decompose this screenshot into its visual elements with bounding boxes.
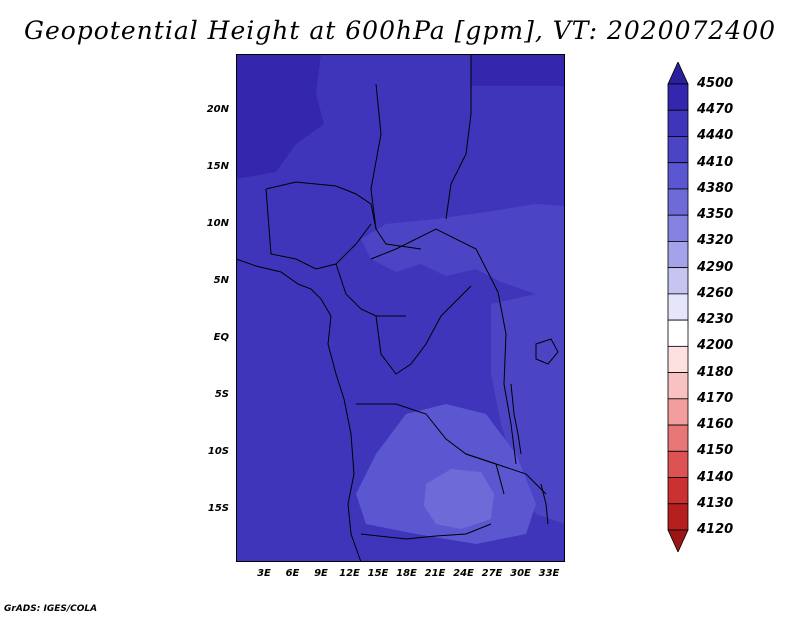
- border-congo: [375, 285, 472, 375]
- longitude-label: 12E: [339, 568, 360, 579]
- field-high-northeast: [471, 54, 565, 86]
- map-title: Geopotential Height at 600hPa [gpm], VT:…: [23, 16, 777, 45]
- colorbar-segment: [667, 109, 689, 137]
- colorbar-segment: [667, 267, 689, 295]
- longitude-label: 27E: [481, 568, 503, 579]
- longitude-label: 6E: [285, 568, 300, 579]
- colorbar-segment: [667, 241, 689, 269]
- longitude-label: 15E: [367, 568, 389, 579]
- colorbar-label: 4470: [697, 102, 734, 118]
- coastline-west-africa: [236, 258, 362, 562]
- colorbar-label: 4380: [697, 180, 734, 196]
- colorbar-label: 4160: [697, 417, 734, 433]
- colorbar-segment: [667, 424, 689, 452]
- field-south-core: [424, 469, 494, 529]
- latitude-label: 15S: [207, 503, 229, 514]
- longitude-label: 24E: [453, 568, 474, 579]
- colorbar-segment: [667, 188, 689, 216]
- lake-tanganyika: [510, 383, 522, 455]
- latitude-label: 5S: [214, 389, 229, 400]
- colorbar-label: 4290: [697, 259, 734, 275]
- colorbar-label: 4260: [697, 285, 734, 301]
- colorbar: [667, 62, 689, 552]
- colorbar-segment: [667, 477, 689, 505]
- colorbar-segment: [667, 345, 689, 373]
- colorbar-segment: [667, 162, 689, 190]
- lake-malawi: [540, 483, 549, 525]
- colorbar-segment: [667, 372, 689, 400]
- colorbar-segment: [667, 214, 689, 242]
- border-namibia: [360, 523, 492, 540]
- latitude-label: 10N: [206, 218, 229, 229]
- border-drc-east: [497, 291, 517, 465]
- field-high-northwest: [236, 54, 324, 179]
- colorbar-label: 4320: [697, 233, 734, 249]
- colorbar-label: 4140: [697, 469, 734, 485]
- latitude-label: 20N: [206, 104, 229, 115]
- colorbar-label: 4170: [697, 390, 734, 406]
- credit-text: GrADS: IGES/COLA: [4, 604, 98, 614]
- border-nigeria: [265, 188, 372, 270]
- colorbar-label: 4500: [697, 76, 734, 91]
- colorbar-label: 4350: [697, 207, 734, 223]
- colorbar-label: 4410: [697, 154, 734, 170]
- longitude-label: 9E: [314, 568, 328, 579]
- colorbar-label: 4120: [697, 522, 734, 537]
- border-cameroon: [335, 263, 406, 317]
- colorbar-segment: [667, 319, 689, 347]
- longitude-label: 3E: [257, 568, 271, 579]
- border-sudan: [445, 54, 472, 220]
- colorbar-top-arrow: [667, 62, 689, 85]
- border-chad: [370, 83, 422, 250]
- border-zambia: [465, 453, 547, 495]
- colorbar-segment: [667, 450, 689, 478]
- longitude-label: 33E: [538, 568, 560, 579]
- map-border: [236, 54, 565, 562]
- border-niger: [265, 181, 377, 230]
- longitude-label: 21E: [424, 568, 446, 579]
- map-plot: [236, 54, 565, 562]
- colorbar-segment: [667, 293, 689, 321]
- border-car: [370, 228, 499, 293]
- colorbar-label: 4150: [697, 443, 734, 459]
- colorbar-segment: [667, 136, 689, 164]
- field-east: [491, 294, 565, 524]
- field-central-band: [361, 204, 565, 304]
- colorbar-label: 4230: [697, 312, 734, 328]
- field-congo-basin: [406, 279, 486, 399]
- latitude-label: EQ: [213, 332, 229, 343]
- colorbar-label: 4130: [697, 495, 734, 511]
- colorbar-label: 4440: [697, 128, 734, 144]
- latitude-label: 15N: [206, 161, 229, 172]
- colorbar-bottom-arrow: [667, 529, 689, 552]
- colorbar-label: 4180: [697, 364, 734, 380]
- latitude-label: 10S: [207, 446, 229, 457]
- latitude-label: 5N: [213, 275, 229, 286]
- colorbar-segment: [667, 503, 689, 531]
- lake-victoria: [535, 338, 559, 365]
- colorbar-segment: [667, 398, 689, 426]
- longitude-label: 30E: [510, 568, 531, 579]
- colorbar-segment: [667, 83, 689, 111]
- colorbar-label: 4200: [697, 338, 734, 354]
- longitude-label: 18E: [396, 568, 417, 579]
